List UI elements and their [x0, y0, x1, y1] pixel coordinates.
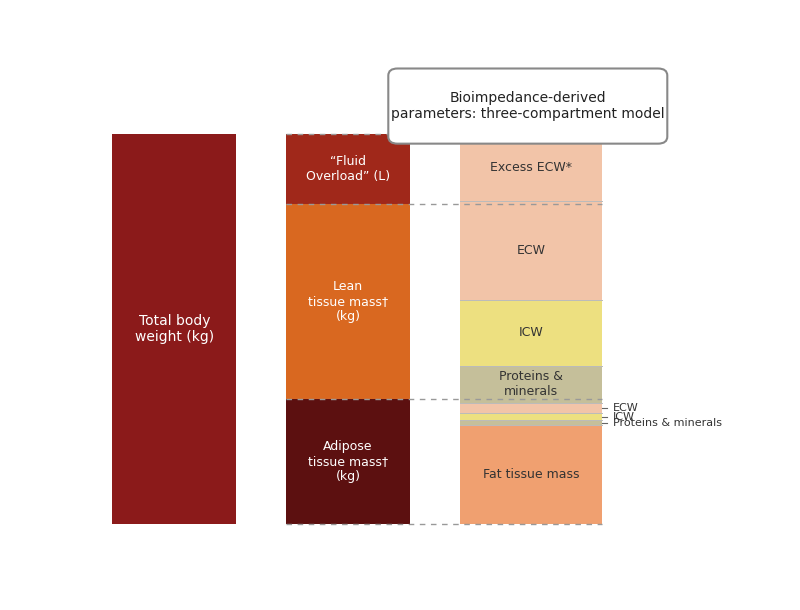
Bar: [286, 204, 410, 400]
Text: ECW: ECW: [517, 245, 546, 257]
Bar: [286, 400, 410, 524]
Text: Adipose
tissue mass†
(kg): Adipose tissue mass† (kg): [308, 440, 388, 483]
Bar: [459, 134, 602, 201]
Text: Lean
tissue mass†
(kg): Lean tissue mass† (kg): [308, 281, 388, 323]
Bar: [459, 365, 602, 403]
Text: ICW: ICW: [614, 412, 635, 422]
Bar: [459, 420, 602, 425]
Text: Bioimpedance-derived
parameters: three-compartment model: Bioimpedance-derived parameters: three-c…: [391, 91, 665, 121]
Text: Fat tissue mass: Fat tissue mass: [482, 468, 579, 481]
Text: ICW: ICW: [518, 326, 543, 339]
Text: Total body
weight (kg): Total body weight (kg): [135, 314, 214, 344]
Bar: [459, 425, 602, 524]
Bar: [112, 134, 237, 524]
Text: Proteins & minerals: Proteins & minerals: [614, 418, 722, 428]
Text: Proteins &
minerals: Proteins & minerals: [499, 370, 563, 398]
Bar: [286, 134, 410, 204]
Bar: [459, 414, 602, 420]
Bar: [459, 201, 602, 300]
Text: “Fluid
Overload” (L): “Fluid Overload” (L): [306, 156, 390, 184]
Bar: [459, 300, 602, 365]
Text: ECW: ECW: [614, 403, 639, 413]
Bar: [459, 403, 602, 414]
FancyBboxPatch shape: [388, 68, 667, 144]
Text: Excess ECW*: Excess ECW*: [490, 161, 572, 174]
